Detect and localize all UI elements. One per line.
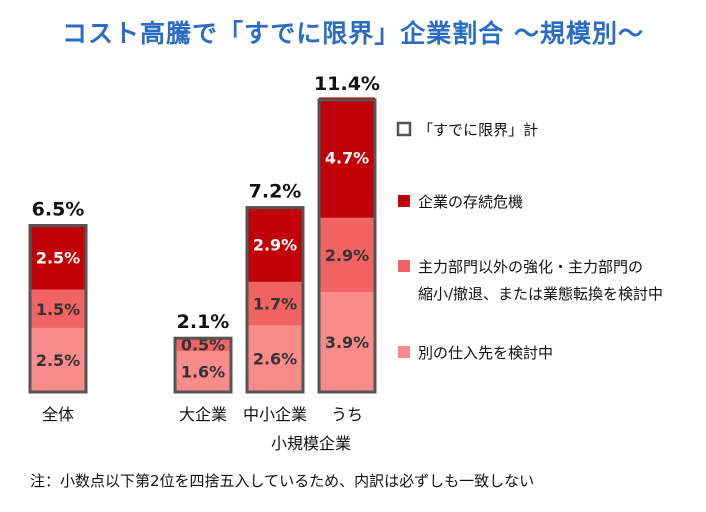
total-label-1: 2.1%: [177, 311, 230, 333]
bar-segment-0-0: [30, 327, 86, 392]
bar-segment-1-2: [247, 281, 303, 326]
legend-swatch-0: [396, 121, 412, 137]
legend-swatch-2: [398, 260, 410, 272]
category-group-label: 小規模企業: [271, 434, 351, 453]
data-label-0-2: 2.6%: [253, 350, 297, 369]
bar-segment-2-2: [247, 207, 303, 282]
category-label-0: 全体: [42, 405, 74, 424]
legend-label-0-0: 「すでに限界」計: [418, 121, 538, 139]
category-label-3: うち: [331, 405, 363, 424]
category-label-2: 中小企業: [243, 405, 307, 424]
data-label-2-3: 4.7%: [325, 149, 369, 168]
chart-title: コスト高騰で「すでに限界」企業割合 ～規模別～: [62, 19, 644, 48]
bar-outline-1: [173, 336, 233, 394]
total-label-3: 11.4%: [314, 73, 380, 95]
legend-label-2-0: 主力部門以外の強化・主力部門の: [418, 258, 643, 276]
bar-segment-2-0: [30, 225, 86, 290]
data-label-1-3: 2.9%: [325, 246, 369, 265]
legend-swatch-1: [398, 195, 410, 207]
bar-outline-3: [317, 98, 377, 394]
data-label-0-0: 2.5%: [36, 351, 80, 370]
footnote: 注：小数点以下第2位を四捨五入しているため、内訳は必ずしも一致しない: [30, 472, 535, 490]
bar-segment-1-0: [30, 289, 86, 328]
legend-label-1-0: 企業の存続危機: [418, 193, 523, 211]
data-label-2-2: 2.9%: [253, 236, 297, 255]
bar-segment-2-3: [319, 97, 375, 218]
data-label-0-1: 1.6%: [181, 363, 225, 382]
bar-segment-0-2: [247, 325, 303, 392]
data-label-1-0: 1.5%: [36, 300, 80, 319]
data-label-1-1: 0.5%: [181, 336, 225, 355]
bar-outline-0: [28, 224, 88, 394]
legend-label-2-1: 縮小/撤退、または業態転換を検討中: [418, 285, 663, 303]
total-label-2: 7.2%: [249, 181, 302, 203]
bar-segment-0-1: [175, 351, 231, 392]
bar-segment-1-3: [319, 217, 375, 293]
total-label-0: 6.5%: [32, 199, 85, 221]
bar-outline-2: [245, 206, 305, 394]
data-label-1-2: 1.7%: [253, 295, 297, 314]
data-label-0-3: 3.9%: [325, 333, 369, 352]
bar-segment-0-3: [319, 292, 375, 392]
legend-label-3-0: 別の仕入先を検討中: [418, 344, 553, 362]
bar-segment-1-1: [175, 338, 231, 352]
data-label-2-0: 2.5%: [36, 249, 80, 268]
category-label-1: 大企業: [179, 405, 227, 424]
legend-swatch-3: [398, 346, 410, 358]
